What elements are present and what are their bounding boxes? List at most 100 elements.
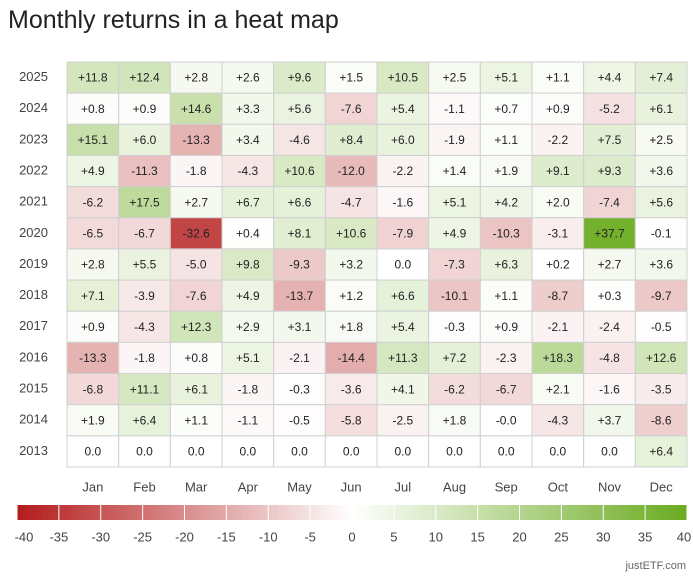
color-bar-segment bbox=[257, 505, 263, 520]
source: justETF.com bbox=[624, 560, 686, 572]
cell-label: +5.1 bbox=[494, 71, 518, 85]
heatmap-cell bbox=[479, 154, 533, 188]
cell-label: +9.1 bbox=[546, 164, 570, 178]
cell-label: -1.8 bbox=[186, 164, 207, 178]
color-bar-segment bbox=[457, 505, 463, 520]
heatmap-cell bbox=[66, 435, 120, 468]
cell-label: +12.6 bbox=[646, 351, 677, 365]
y-tick-label: 2018 bbox=[19, 287, 48, 302]
cell-label: -2.2 bbox=[392, 164, 413, 178]
cell-label: -1.9 bbox=[444, 133, 465, 147]
heatmap-cell bbox=[634, 373, 688, 406]
color-bar-segment bbox=[132, 505, 138, 520]
color-bar-segment bbox=[202, 505, 208, 520]
cell-label: +1.1 bbox=[184, 413, 208, 427]
cell-label: -6.5 bbox=[82, 227, 103, 241]
heatmap-cell bbox=[634, 217, 688, 250]
heatmap-cell bbox=[221, 154, 275, 188]
heatmap-cell bbox=[221, 435, 275, 468]
color-bar-segment bbox=[57, 505, 63, 520]
cell-label: +3.6 bbox=[649, 164, 673, 178]
cell-label: 0.0 bbox=[84, 445, 101, 459]
cell-label: +15.1 bbox=[78, 133, 109, 147]
color-bar-segment bbox=[322, 505, 328, 520]
cell-label: +2.9 bbox=[236, 320, 260, 334]
color-bar-label: 30 bbox=[596, 529, 610, 544]
color-bar-segment bbox=[297, 505, 303, 520]
cell-label: +4.2 bbox=[494, 195, 518, 209]
heatmap-cell bbox=[583, 310, 636, 343]
color-bar-segment bbox=[67, 505, 73, 520]
cell-label: +2.6 bbox=[236, 71, 260, 85]
cell-label: +5.4 bbox=[391, 102, 415, 116]
cell-label: -7.6 bbox=[186, 289, 207, 303]
heatmap-cell bbox=[221, 373, 275, 406]
heatmap-cell bbox=[634, 310, 688, 343]
heatmap-cell bbox=[66, 61, 120, 94]
heatmap-cell bbox=[169, 310, 223, 343]
cell-label: +14.6 bbox=[181, 102, 212, 116]
heatmap-cell bbox=[376, 92, 430, 125]
cell-label: -1.6 bbox=[599, 382, 620, 396]
color-bar-segment bbox=[402, 505, 408, 520]
heatmap-cell bbox=[376, 123, 430, 156]
color-bar-segment bbox=[502, 505, 508, 520]
chart-title: Monthly returns in a heat map bbox=[8, 6, 339, 34]
cell-label: -9.7 bbox=[651, 289, 672, 303]
cell-label: +6.3 bbox=[494, 258, 518, 272]
cell-label: +4.9 bbox=[81, 164, 105, 178]
color-bar-segment bbox=[352, 505, 358, 520]
color-bar-segment bbox=[172, 505, 178, 520]
heatmap-cell bbox=[531, 61, 585, 94]
color-bar-segment bbox=[432, 505, 438, 520]
color-bar-segment bbox=[177, 505, 183, 520]
color-bar-label: -10 bbox=[259, 529, 278, 544]
color-bar-label: 20 bbox=[512, 529, 526, 544]
heatmap-cell bbox=[66, 248, 120, 281]
cell-label: +37.7 bbox=[594, 227, 625, 241]
color-bar-segment bbox=[527, 505, 533, 520]
color-bar-segment bbox=[542, 505, 548, 520]
heatmap-cell bbox=[273, 92, 326, 125]
color-bar-label: -5 bbox=[304, 529, 316, 544]
cell-label: -1.8 bbox=[134, 351, 155, 365]
cell-label: -1.1 bbox=[444, 102, 465, 116]
cell-label: +5.1 bbox=[236, 351, 260, 365]
color-bar-segment bbox=[117, 505, 123, 520]
x-tick-label: Dec bbox=[650, 479, 674, 494]
color-bar-segment bbox=[622, 505, 628, 520]
heatmap-cell bbox=[118, 61, 171, 94]
heatmap-cell bbox=[118, 341, 171, 375]
cell-label: +3.1 bbox=[288, 320, 312, 334]
color-bar-segment bbox=[387, 505, 393, 520]
cell-label: +1.8 bbox=[443, 413, 467, 427]
color-bar-segment bbox=[557, 505, 563, 520]
x-tick-label: Feb bbox=[133, 479, 155, 494]
cell-label: -2.3 bbox=[496, 351, 517, 365]
cell-label: +4.9 bbox=[443, 227, 467, 241]
color-bar-segment bbox=[242, 505, 248, 520]
heatmap-cell bbox=[583, 154, 636, 188]
cell-label: 0.0 bbox=[549, 445, 566, 459]
x-tick-label: Sep bbox=[495, 479, 518, 494]
color-bar-label: -40 bbox=[15, 529, 34, 544]
heatmap-cell bbox=[273, 186, 326, 219]
color-bar-segment bbox=[497, 505, 503, 520]
heatmap-cell bbox=[634, 61, 688, 94]
color-bar-segment bbox=[87, 505, 93, 520]
heatmap-cell bbox=[221, 217, 275, 250]
x-tick-label: Jan bbox=[82, 479, 103, 494]
cell-label: -9.3 bbox=[289, 258, 310, 272]
color-bar-segment bbox=[107, 505, 113, 520]
heatmap-cell bbox=[479, 92, 533, 125]
heatmap-cell bbox=[324, 404, 378, 437]
color-bar-segment bbox=[592, 505, 598, 520]
cell-label: 0.0 bbox=[498, 445, 515, 459]
color-bar-segment bbox=[467, 505, 473, 520]
cell-label: +1.4 bbox=[443, 164, 467, 178]
color-bar-segment bbox=[162, 505, 168, 520]
heatmap-cell bbox=[531, 217, 585, 250]
x-tick-label: Jul bbox=[395, 479, 412, 494]
heatmap-cell bbox=[118, 435, 171, 468]
